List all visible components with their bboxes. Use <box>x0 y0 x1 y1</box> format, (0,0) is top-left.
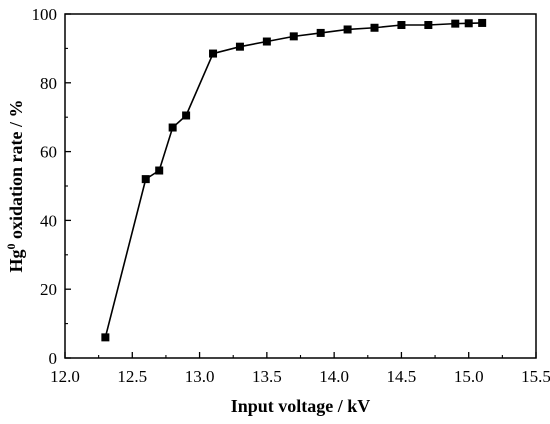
y-tick-label: 40 <box>40 211 57 230</box>
x-tick-label: 14.5 <box>387 367 417 386</box>
plot-frame <box>64 13 537 359</box>
data-point-marker <box>235 42 244 51</box>
y-tick-label: 0 <box>49 349 58 368</box>
data-point-marker <box>478 18 487 27</box>
data-point-marker <box>464 19 473 28</box>
x-tick-label: 12.0 <box>50 367 80 386</box>
data-point-marker <box>289 32 298 41</box>
data-point-marker <box>370 23 379 32</box>
series-line <box>104 22 483 338</box>
data-point-marker <box>209 49 218 58</box>
y-axis-title-main: Hg <box>6 249 26 272</box>
x-tick-label: 12.5 <box>117 367 147 386</box>
data-point-marker <box>101 333 110 342</box>
series-markers <box>101 18 487 342</box>
y-tick-label: 60 <box>40 143 57 162</box>
data-point-marker <box>155 166 164 175</box>
y-tick-label: 80 <box>40 74 57 93</box>
data-point-marker <box>451 19 460 28</box>
data-point-marker <box>168 123 177 132</box>
x-axis-tick-labels: 12.0 12.5 13.0 13.5 14.0 14.5 15.0 15.5 <box>50 367 550 386</box>
data-point-marker <box>397 21 406 30</box>
y-axis-title-rest: oxidation rate / % <box>6 99 26 243</box>
y-tick-label: 100 <box>32 5 58 24</box>
data-point-marker <box>343 25 352 34</box>
y-axis-title-superscript: 0 <box>4 243 18 249</box>
y-axis-tick-labels: 0 20 40 60 80 100 <box>32 5 58 368</box>
data-point-marker <box>182 111 191 120</box>
x-tick-label: 14.0 <box>319 367 349 386</box>
y-tick-label: 20 <box>40 280 57 299</box>
y-axis-ticks <box>65 13 71 359</box>
x-tick-label: 15.5 <box>521 367 550 386</box>
x-tick-label: 15.0 <box>454 367 484 386</box>
x-tick-label: 13.0 <box>185 367 215 386</box>
data-point-marker <box>141 175 150 184</box>
y-axis-title: Hg0 oxidation rate / % <box>4 99 26 272</box>
data-point-marker <box>262 37 271 46</box>
data-point-marker <box>424 21 433 30</box>
x-axis-ticks <box>64 352 537 358</box>
x-tick-label: 13.5 <box>252 367 282 386</box>
data-point-marker <box>316 28 325 37</box>
x-axis-title: Input voltage / kV <box>231 396 371 416</box>
